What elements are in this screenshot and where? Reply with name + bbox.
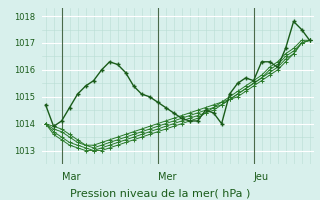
Text: Jeu: Jeu: [253, 172, 269, 182]
Text: Mer: Mer: [157, 172, 176, 182]
Text: Mar: Mar: [61, 172, 80, 182]
Text: Pression niveau de la mer( hPa ): Pression niveau de la mer( hPa ): [70, 188, 250, 198]
